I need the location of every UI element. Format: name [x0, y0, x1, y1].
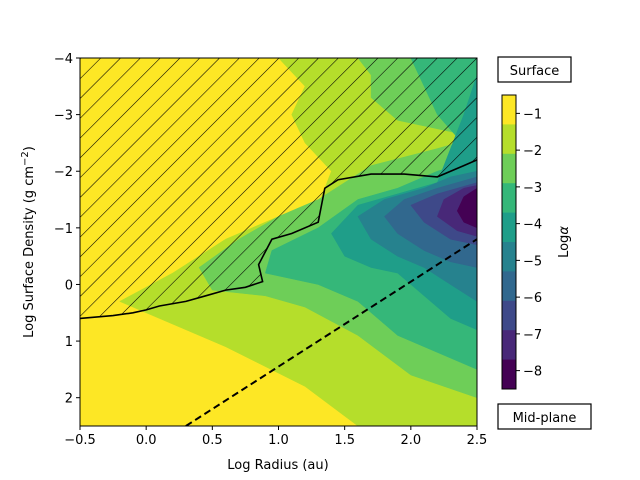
dashed-boundary-line	[185, 238, 477, 426]
surface-label-box: Surface	[497, 56, 572, 83]
colorbar-segment	[502, 300, 516, 331]
colorbar-tick-label: −7	[523, 328, 542, 343]
colorbar-tick-label: −4	[523, 218, 542, 233]
colorbar-segment	[502, 183, 516, 214]
y-tick-label: −4	[54, 52, 73, 67]
x-tick-label: −0.5	[64, 433, 96, 448]
colorbar-frame	[501, 94, 517, 390]
colorbar-segment	[502, 242, 516, 272]
colorbar-tick-label: −6	[523, 291, 542, 306]
hatched-region	[80, 58, 477, 320]
x-tick-label: 2.5	[467, 433, 488, 448]
hatch-boundary-line	[80, 159, 477, 320]
colorbar-tick-label: −3	[523, 181, 542, 196]
x-axis-title: Log Radius (au)	[227, 458, 328, 473]
y-tick-label: −1	[54, 222, 73, 237]
y-axis-title: Log Surface Density (g cm−2)	[20, 146, 37, 338]
hatch-fill	[80, 58, 477, 319]
y-axis-ticks: −4 −3 −2 −1 0 1 2	[54, 52, 80, 407]
colorbar-segment	[502, 124, 516, 155]
y-tick-label: 1	[65, 335, 73, 350]
colorbar-segment	[502, 271, 516, 302]
x-axis-ticks: −0.5 0.0 0.5 1.0 1.5 2.0 2.5	[64, 426, 487, 448]
y-tick-label: −2	[54, 165, 73, 180]
colorbar-segment	[502, 330, 516, 361]
x-tick-label: 0.0	[136, 433, 157, 448]
x-tick-label: 2.0	[400, 433, 421, 448]
svg-text:Surface: Surface	[510, 64, 560, 79]
colorbar-segment	[502, 359, 516, 390]
y-tick-label: 2	[65, 392, 73, 407]
colorbar-segment	[502, 95, 516, 125]
colorbar-ticks: −1 −2 −3 −4 −5 −6 −7 −8	[516, 107, 542, 380]
colorbar-label: Logα	[557, 226, 572, 258]
y-tick-label: 0	[65, 278, 73, 293]
x-tick-label: 1.5	[334, 433, 355, 448]
colorbar-tick-label: −5	[523, 254, 542, 269]
colorbar	[502, 95, 516, 390]
y-tick-label: −3	[54, 109, 73, 124]
colorbar-segment	[502, 153, 516, 184]
x-tick-label: 0.5	[202, 433, 223, 448]
midplane-label-box: Mid-plane	[497, 403, 592, 430]
x-tick-label: 1.0	[268, 433, 289, 448]
colorbar-tick-label: −2	[523, 144, 542, 159]
contour-band-9	[456, 187, 477, 229]
colorbar-tick-label: −8	[523, 365, 542, 380]
svg-text:Mid-plane: Mid-plane	[513, 411, 577, 426]
colorbar-segment	[502, 212, 516, 243]
colorbar-tick-label: −1	[523, 107, 542, 122]
